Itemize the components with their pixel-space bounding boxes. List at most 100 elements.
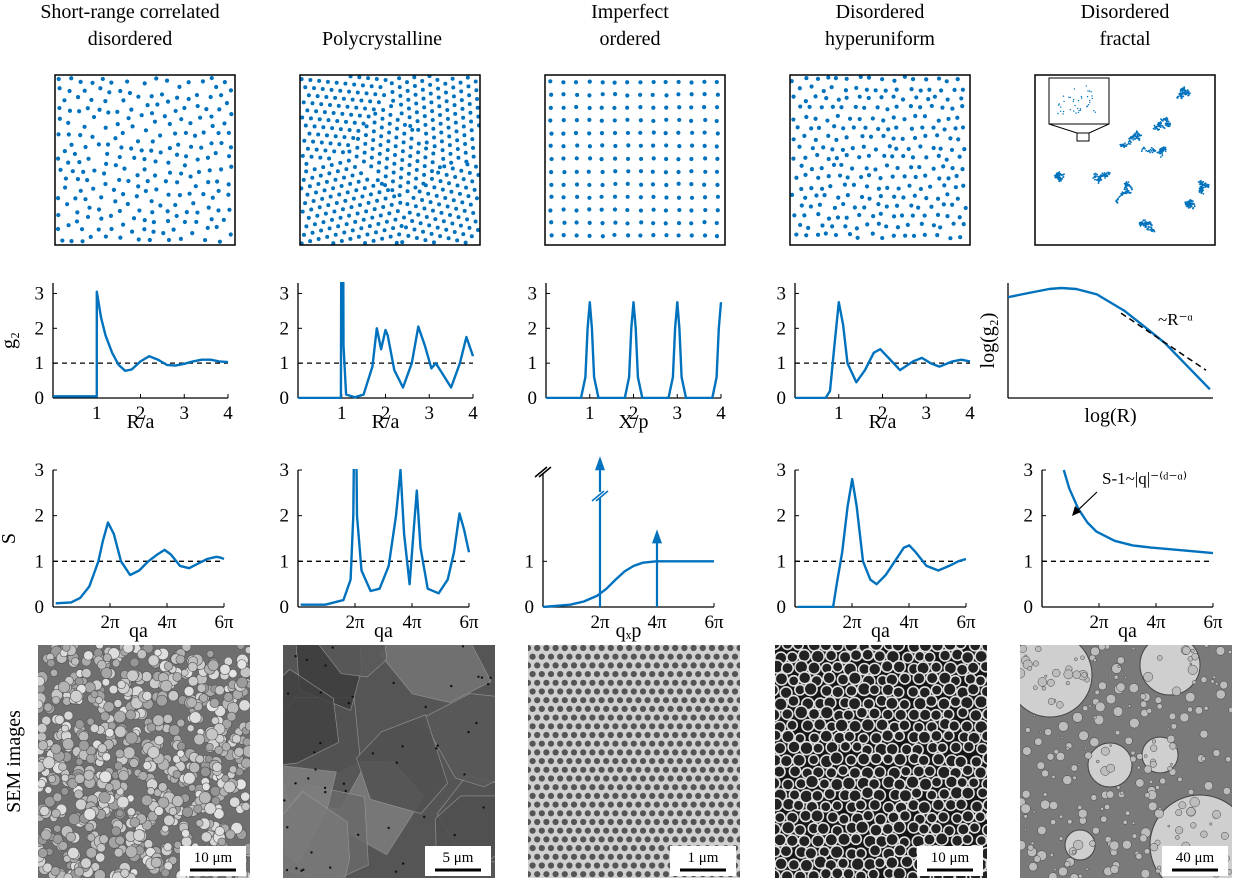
droplet [1044, 674, 1048, 678]
particle [146, 722, 157, 733]
defect [401, 745, 404, 748]
pore [741, 671, 747, 677]
pore [662, 714, 670, 721]
particle [189, 711, 202, 724]
point [903, 233, 908, 238]
cell [905, 775, 920, 790]
point [1126, 143, 1128, 146]
particle [52, 833, 63, 845]
point [690, 130, 695, 135]
pore [529, 688, 536, 695]
pore [575, 845, 582, 852]
point [891, 136, 896, 141]
point [850, 146, 855, 151]
point [408, 145, 413, 150]
point [449, 160, 454, 165]
point [689, 156, 694, 162]
point [308, 78, 313, 83]
pore [713, 810, 720, 817]
particle [160, 679, 173, 693]
point [121, 191, 126, 197]
column-title: Imperfect [591, 1, 669, 23]
point [894, 203, 900, 208]
point [884, 224, 889, 229]
cell [892, 820, 907, 835]
point [1103, 172, 1106, 174]
point [626, 169, 631, 174]
pore [580, 871, 587, 878]
pore [589, 645, 596, 652]
point [866, 95, 871, 101]
point [715, 131, 720, 136]
pore [635, 645, 642, 652]
point [372, 207, 377, 212]
point [1157, 123, 1160, 126]
droplet [1084, 746, 1087, 750]
point [1197, 181, 1200, 183]
point [339, 184, 344, 189]
point [174, 95, 180, 100]
point [1092, 177, 1095, 179]
cell [829, 750, 844, 766]
pore [718, 836, 725, 843]
point [1127, 184, 1130, 186]
point [352, 164, 357, 169]
defect [344, 789, 347, 793]
point [306, 93, 311, 98]
point [350, 228, 355, 233]
point [935, 196, 941, 201]
point [406, 97, 411, 102]
point [839, 162, 844, 168]
point [1189, 92, 1191, 95]
cell [807, 754, 820, 766]
pore [593, 758, 601, 765]
y-tick-label: 1 [280, 353, 290, 374]
pore [570, 836, 578, 843]
point [1151, 224, 1153, 227]
pore [708, 818, 716, 826]
droplet [1046, 752, 1055, 761]
particle [50, 743, 62, 755]
droplet [1060, 735, 1064, 739]
point [561, 144, 566, 149]
point [361, 159, 366, 164]
cell [891, 645, 906, 653]
pore [621, 810, 628, 817]
point [638, 130, 643, 135]
pore [580, 818, 587, 826]
point [414, 236, 419, 241]
point [689, 92, 694, 97]
point [438, 113, 442, 117]
point [1161, 124, 1164, 127]
point [1141, 221, 1144, 223]
point [835, 215, 841, 220]
point [303, 201, 308, 206]
point [830, 147, 835, 152]
point [1060, 106, 1062, 108]
point [66, 223, 71, 228]
point [405, 189, 410, 194]
point [638, 105, 643, 110]
point [1059, 110, 1062, 112]
point [562, 220, 567, 225]
pore [575, 775, 582, 782]
point [575, 92, 580, 98]
point [922, 213, 927, 218]
point [899, 213, 905, 218]
point [1096, 173, 1099, 176]
pore [681, 645, 688, 652]
point [399, 102, 404, 107]
pore [662, 853, 670, 860]
point [575, 143, 580, 148]
point [370, 215, 375, 220]
cell [986, 749, 987, 752]
pore [708, 679, 716, 686]
cell [775, 708, 781, 722]
point [1085, 85, 1088, 87]
pore [589, 714, 596, 721]
droplet [1129, 717, 1140, 729]
droplet [1082, 705, 1089, 712]
particle [217, 837, 226, 847]
point [184, 209, 189, 215]
point [625, 93, 630, 98]
